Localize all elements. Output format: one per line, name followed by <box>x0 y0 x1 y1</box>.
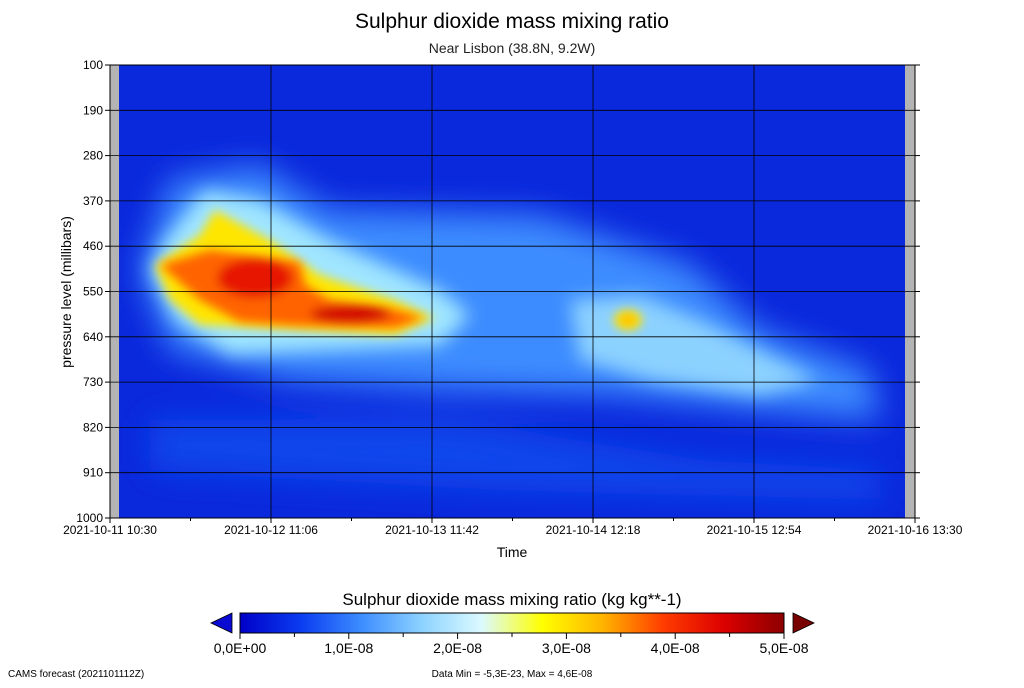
colorbar-tick-label: 4,0E-08 <box>651 640 700 656</box>
x-tick-label: 2021-10-12 11:06 <box>224 523 318 537</box>
colorbar-max-arrow <box>792 612 815 634</box>
colorbar-tick-label: 3,0E-08 <box>542 640 591 656</box>
x-tick-label: 2021-10-13 11:42 <box>385 523 479 537</box>
x-tick-label: 2021-10-14 12:18 <box>546 523 641 537</box>
y-tick-label: 1000 <box>76 511 103 525</box>
x-tick-label: 2021-10-11 10:30 <box>63 523 157 537</box>
chart-title: Sulphur dioxide mass mixing ratio <box>355 10 669 33</box>
x-axis: 2021-10-11 10:30 2021-10-12 11:06 2021-10-… <box>63 518 963 537</box>
colorbar-tick-label: 0,0E+00 <box>214 640 267 656</box>
y-tick-label: 640 <box>83 330 103 344</box>
data-range: Data Min = -5,3E-23, Max = 4,6E-08 <box>431 669 593 680</box>
y-axis: 100 190 280 370 460 550 640 730 820 910 1000 <box>76 58 920 525</box>
y-axis-label: pressure level (millibars) <box>58 216 74 368</box>
colorbar-tick-label: 1,0E-08 <box>324 640 373 656</box>
colorbar-min-arrow <box>210 612 233 634</box>
y-tick-label: 820 <box>83 420 103 434</box>
colorbar-title: Sulphur dioxide mass mixing ratio (kg kg… <box>342 590 682 609</box>
grid-lines <box>110 65 915 518</box>
x-tick-label: 2021-10-16 13:30 <box>868 523 963 537</box>
chart-subtitle: Near Lisbon (38.8N, 9.2W) <box>428 40 596 56</box>
y-tick-label: 460 <box>83 239 103 253</box>
colorbar-tick-label: 5,0E-08 <box>759 640 808 656</box>
colorbar-tick-label: 2,0E-08 <box>433 640 482 656</box>
y-tick-label: 100 <box>83 58 103 72</box>
forecast-source: CAMS forecast (2021101112Z) <box>8 669 145 680</box>
y-tick-label: 550 <box>83 285 103 299</box>
plume-hotspot <box>160 250 636 328</box>
colorbar: 0,0E+00 1,0E-08 2,0E-08 3,0E-08 4,0E-08 5,0E-… <box>210 612 815 656</box>
x-tick-label: 2021-10-15 12:54 <box>707 523 802 537</box>
y-tick-label: 370 <box>83 194 103 208</box>
y-tick-label: 280 <box>83 149 103 163</box>
x-axis-label: Time <box>497 544 528 560</box>
colorbar-gradient <box>239 612 785 634</box>
y-tick-label: 190 <box>83 103 103 117</box>
y-tick-label: 910 <box>83 466 103 480</box>
y-tick-label: 730 <box>83 375 103 389</box>
